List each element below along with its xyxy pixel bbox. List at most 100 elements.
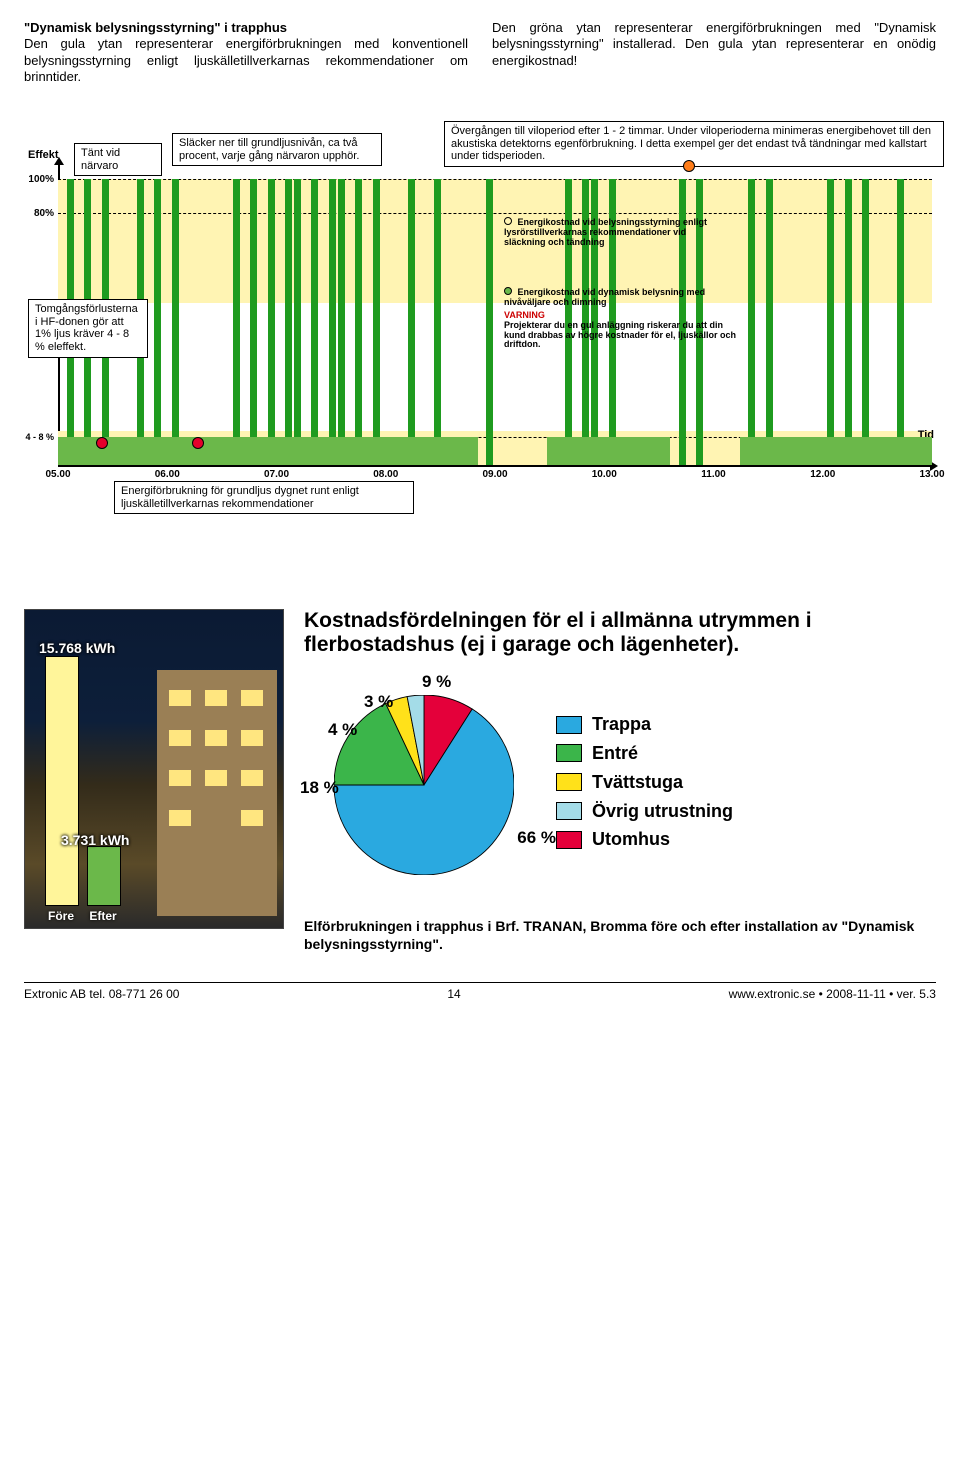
green-bar (154, 179, 161, 465)
green-bar (268, 179, 275, 465)
legend-label: Trappa (592, 710, 651, 739)
orange-dot-inline (683, 160, 695, 172)
green-bar (329, 179, 336, 465)
intro-right-body: Den gröna ytan representerar energiförbr… (492, 20, 936, 68)
label-fore: Före (41, 909, 81, 924)
callout-grundljus: Energiförbrukning för grundljus dygnet r… (114, 481, 414, 514)
kwh-before: 15.768 kWh (39, 640, 115, 658)
green-bar (827, 179, 834, 465)
green-bar (172, 179, 179, 465)
dash-100 (58, 179, 932, 180)
effekt-label: Effekt (28, 149, 59, 163)
x-tick: 12.00 (810, 469, 835, 482)
callout-dyn: Energikostnad vid dynamisk belysning med… (504, 287, 744, 350)
timeline-chart: 100% 80% 4 - 8 % Effekt Tid 05.0006.0007… (24, 109, 936, 489)
green-bar (373, 179, 380, 465)
intro-left: "Dynamisk belysningsstyrning" i trapphus… (24, 20, 468, 85)
intro-left-body: Den gula ytan representerar energiförbru… (24, 36, 468, 84)
green-bar (434, 179, 441, 465)
legend-swatch (556, 716, 582, 734)
green-bar (285, 179, 292, 465)
warning-body: Projekterar du en gul anläggning riskera… (504, 320, 736, 350)
green-bar (845, 179, 852, 465)
legend-label: Övrig utrustning (592, 797, 733, 826)
pie-label-4: 4 % (328, 719, 357, 740)
building-shape (157, 670, 277, 916)
green-bar (408, 179, 415, 465)
y-tick-80: 80% (24, 208, 54, 221)
pie-label-3: 3 % (364, 691, 393, 712)
footer-mid: 14 (447, 987, 460, 1002)
pie-label-9: 9 % (422, 671, 451, 692)
green-low-block (58, 437, 478, 465)
legend-row: Trappa (556, 710, 733, 739)
pie-title: Kostnadsfördelningen för el i allmänna u… (304, 609, 936, 657)
yellow-dot-icon (504, 217, 512, 225)
x-tick: 11.00 (701, 469, 725, 482)
green-bar (338, 179, 345, 465)
label-efter: Efter (83, 909, 123, 924)
legend-swatch (556, 773, 582, 791)
dash-80 (58, 213, 932, 214)
intro-columns: "Dynamisk belysningsstyrning" i trapphus… (24, 20, 936, 85)
x-tick: 07.00 (264, 469, 289, 482)
y-tick-low: 4 - 8 % (24, 432, 54, 443)
legend-row: Övrig utrustning (556, 797, 733, 826)
green-bar (294, 179, 301, 465)
pie-label-18: 18 % (300, 777, 339, 798)
bar-after (87, 846, 121, 906)
legend-row: Tvättstuga (556, 768, 733, 797)
pie-label-66: 66 % (517, 827, 556, 848)
callout-overgang: Övergången till viloperiod efter 1 - 2 t… (444, 121, 944, 167)
orange-dot-2 (192, 437, 204, 449)
warning-title: VARNING (504, 310, 545, 320)
green-dot-icon (504, 287, 512, 295)
legend-row: Utomhus (556, 825, 733, 854)
x-axis (58, 465, 932, 467)
x-tick: 10.00 (592, 469, 617, 482)
photo-caption: Elförbrukningen i trapphus i Brf. TRANAN… (304, 917, 936, 953)
photo-column: 15.768 kWh 3.731 kWh Före Efter (24, 609, 284, 954)
x-tick: 05.00 (45, 469, 70, 482)
x-tick: 06.00 (155, 469, 180, 482)
green-bar (355, 179, 362, 465)
callout-tant: Tänt vid närvaro (74, 143, 162, 176)
legend-swatch (556, 831, 582, 849)
green-bar (862, 179, 869, 465)
intro-right: Den gröna ytan representerar energiförbr… (492, 20, 936, 85)
pie-svg (334, 695, 514, 875)
legend-row: Entré (556, 739, 733, 768)
legend-label: Utomhus (592, 825, 670, 854)
footer-right: www.extronic.se • 2008-11-11 • ver. 5.3 (729, 987, 936, 1002)
green-low-block (547, 437, 669, 465)
green-bar (486, 179, 493, 465)
legend-label: Tvättstuga (592, 768, 683, 797)
legend-label: Entré (592, 739, 638, 768)
bar-before (45, 656, 79, 906)
green-bar (233, 179, 240, 465)
footer-left: Extronic AB tel. 08-771 26 00 (24, 987, 179, 1002)
pie-legend: TrappaEntréTvättstugaÖvrig utrustningUto… (556, 710, 733, 854)
callout-tomgang: Tomgångsförlusterna i HF-donen gör att 1… (28, 299, 148, 358)
page-footer: Extronic AB tel. 08-771 26 00 14 www.ext… (24, 982, 936, 1002)
legend-swatch (556, 744, 582, 762)
green-bar (250, 179, 257, 465)
x-tick: 08.00 (373, 469, 398, 482)
green-bar (897, 179, 904, 465)
green-bar (766, 179, 773, 465)
y-tick-100: 100% (24, 174, 54, 187)
yellow-band-top (58, 179, 932, 303)
x-tick: 09.00 (482, 469, 507, 482)
building-photo: 15.768 kWh 3.731 kWh Före Efter (24, 609, 284, 929)
green-low-block (740, 437, 932, 465)
green-bar (311, 179, 318, 465)
intro-title: "Dynamisk belysningsstyrning" i trapphus (24, 20, 287, 35)
pie-chart: 66 % 18 % 4 % 3 % 9 % (304, 677, 534, 887)
green-bar (748, 179, 755, 465)
callout-slacker: Släcker ner till grundljusnivån, ca två … (172, 133, 382, 166)
orange-dot-1 (96, 437, 108, 449)
kwh-after: 3.731 kWh (61, 832, 129, 850)
x-tick: 13.00 (919, 469, 944, 482)
callout-enligt: Energikostnad vid belysningsstyrning enl… (504, 217, 724, 248)
legend-swatch (556, 802, 582, 820)
